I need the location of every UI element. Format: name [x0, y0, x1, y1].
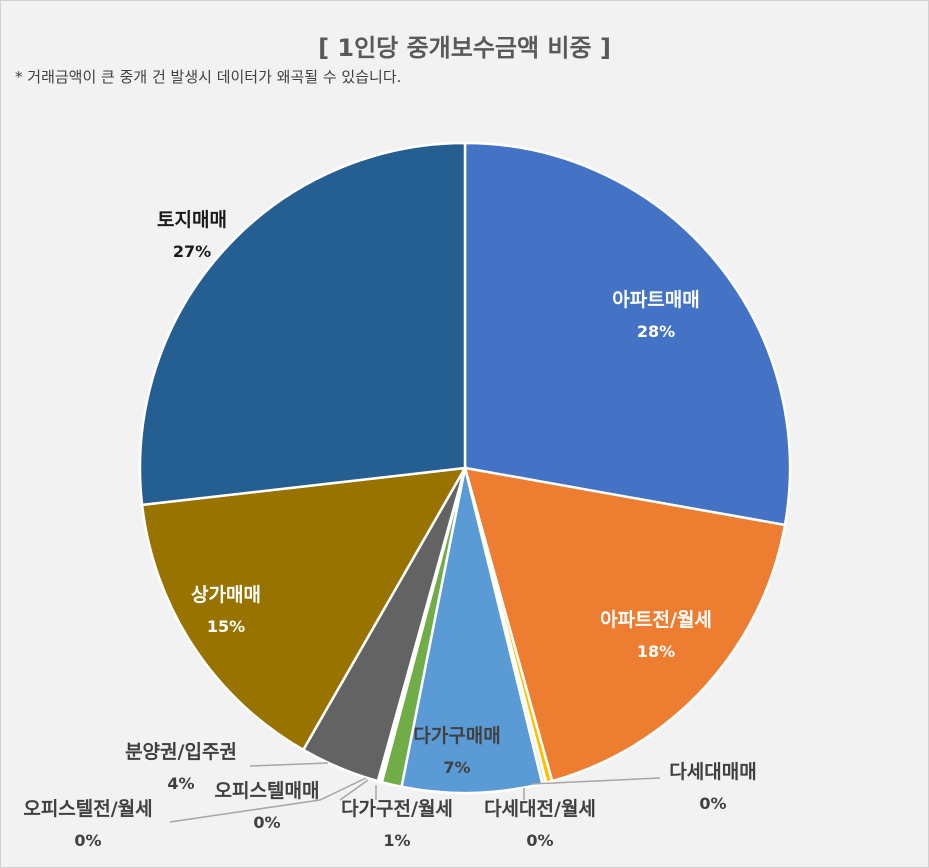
slice-percent-label: 1%	[383, 831, 410, 850]
slice-percent-label: 0%	[526, 831, 553, 850]
chart-subtitle: * 거래금액이 큰 중개 건 발생시 데이터가 왜곡될 수 있습니다.	[15, 68, 402, 86]
pie-slice	[463, 141, 792, 527]
slice-percent-label: 0%	[74, 831, 101, 850]
slice-category-label: 다가구매매	[413, 725, 500, 747]
slice-category-label: 오피스텔전/월세	[23, 798, 152, 820]
slice-category-label: 다가구전/월세	[341, 798, 453, 820]
slice-category-label: 아파트전/월세	[600, 609, 712, 631]
slice-category-label: 오피스텔매매	[215, 780, 320, 802]
slice-percent-label: 0%	[253, 813, 280, 832]
slice-category-label: 다세대전/월세	[484, 798, 596, 820]
slice-percent-label: 15%	[207, 617, 245, 636]
leader-line	[169, 777, 367, 823]
slice-percent-label: 27%	[173, 242, 211, 261]
slice-category-label: 아파트매매	[612, 289, 699, 311]
slice-percent-label: 7%	[443, 758, 470, 777]
pie-slice	[138, 141, 467, 507]
chart-title: [ 1인당 중개보수금액 비중 ]	[318, 34, 611, 62]
slice-percent-label: 4%	[167, 774, 194, 793]
leader-line	[249, 762, 329, 767]
pie-slice	[400, 467, 544, 795]
slice-percent-label: 0%	[699, 794, 726, 813]
slice-percent-label: 28%	[637, 322, 675, 341]
slice-category-label: 분양권/입주권	[125, 741, 237, 763]
slice-category-label: 토지매매	[157, 209, 227, 231]
slice-category-label: 다세대매매	[669, 761, 756, 783]
pie-slice	[463, 466, 787, 783]
slice-category-label: 상가매매	[191, 584, 261, 606]
pie-slice	[140, 466, 468, 752]
slice-percent-label: 18%	[637, 642, 675, 661]
leader-line	[339, 779, 369, 801]
leader-line	[531, 777, 661, 785]
